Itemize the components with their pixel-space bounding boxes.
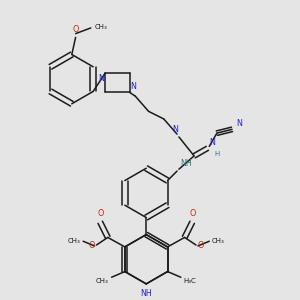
Text: O: O: [189, 209, 195, 218]
Text: CH₃: CH₃: [212, 238, 225, 244]
Text: O: O: [88, 242, 94, 250]
Text: N: N: [172, 125, 178, 134]
Text: CH₃: CH₃: [96, 278, 109, 284]
Text: N: N: [130, 82, 136, 91]
Text: CH₃: CH₃: [94, 24, 107, 30]
Text: O: O: [97, 209, 104, 218]
Text: N: N: [209, 138, 215, 147]
Text: N: N: [98, 74, 104, 83]
Text: CH₃: CH₃: [68, 238, 80, 244]
Text: H₃C: H₃C: [184, 278, 196, 284]
Text: O: O: [198, 242, 204, 250]
Text: H: H: [214, 151, 219, 157]
Text: NH: NH: [140, 289, 152, 298]
Text: NH: NH: [180, 159, 192, 168]
Text: N: N: [236, 119, 242, 128]
Text: O: O: [72, 25, 79, 34]
